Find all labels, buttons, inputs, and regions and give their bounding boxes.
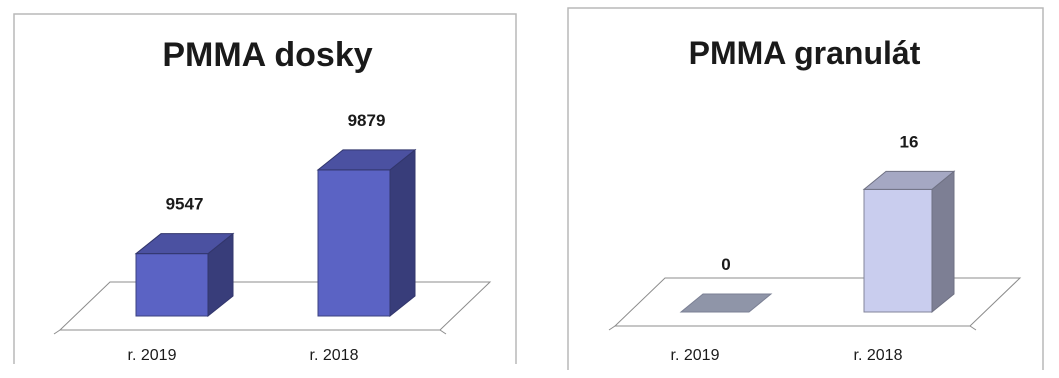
chart-2-title: PMMA granulát bbox=[689, 35, 921, 71]
chart-panel-2: PMMA granulát 0 r. 2019 16 r. 2018 bbox=[560, 0, 1059, 378]
chart-2-axis-tick bbox=[608, 325, 616, 331]
chart-1-axis-tick bbox=[439, 329, 447, 335]
chart-2-axis-tick bbox=[969, 325, 977, 331]
chart-2-bar-2 bbox=[862, 170, 956, 314]
chart-1-bar-2 bbox=[316, 148, 417, 318]
chart-1-category-label-1: r. 2019 bbox=[128, 347, 177, 364]
chart-1-axis-tick bbox=[53, 329, 61, 335]
chart-1-bar-1 bbox=[134, 232, 235, 318]
chart-2-value-label-1: 0 bbox=[721, 255, 730, 274]
chart-2-category-label-2: r. 2018 bbox=[854, 347, 903, 364]
chart-2-value-label-2: 16 bbox=[900, 132, 919, 151]
chart-1-floor bbox=[58, 281, 492, 331]
chart-2-category-label-1: r. 2019 bbox=[671, 347, 720, 364]
chart-1-frame bbox=[13, 13, 517, 364]
chart-1-svg: PMMA dosky 9547 r. 2019 9879 r. 2018 bbox=[13, 13, 517, 364]
chart-1-value-label-2: 9879 bbox=[348, 111, 386, 130]
chart-1-category-label-2: r. 2018 bbox=[310, 347, 359, 364]
chart-2-bar-1 bbox=[679, 293, 773, 313]
chart-1-value-label-1: 9547 bbox=[166, 195, 204, 214]
chart-1-title: PMMA dosky bbox=[162, 36, 372, 74]
chart-2-frame bbox=[567, 7, 1044, 370]
chart-panel-1: PMMA dosky 9547 r. 2019 9879 r. 2018 bbox=[13, 13, 517, 364]
chart-2-svg: PMMA granulát 0 r. 2019 16 r. 2018 bbox=[567, 7, 1044, 370]
chart-2-floor bbox=[613, 277, 1022, 327]
